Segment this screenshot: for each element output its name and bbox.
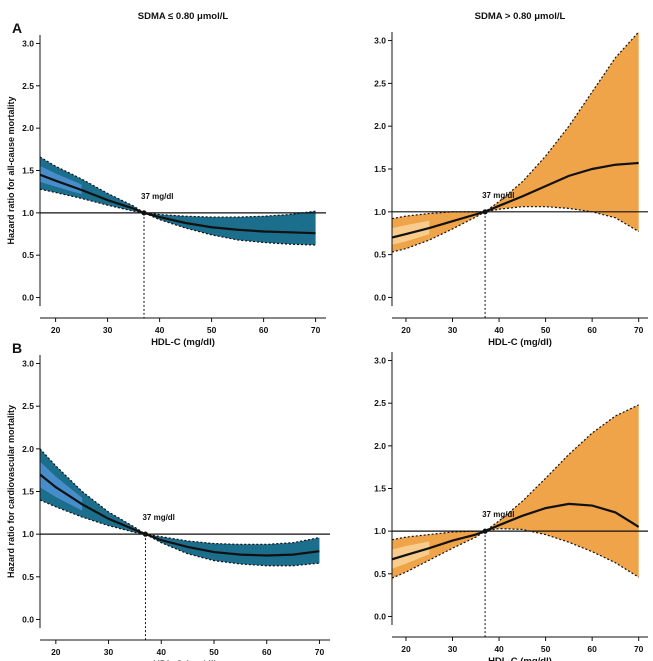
y-tick-label: 1.5	[22, 166, 34, 176]
x-tick-label: 20	[51, 325, 61, 335]
threshold-annotation: 37 mg/dl	[141, 192, 173, 201]
estimate-line	[40, 173, 316, 235]
y-tick-label: 0.0	[374, 292, 386, 302]
estimate-line	[40, 473, 320, 557]
x-tick-label: 20	[51, 647, 61, 657]
chart-panel-4: 37 mg/dl 0.0 0.5 1.0 1.5 2.0 2.5 3.0 20 30 40 50 60 7…	[374, 352, 648, 661]
chart-panel-3: 37 mg/dl 0.0 0.5 1.0 1.5 2.0 2.5 3.0 20 30 40 50 60 7…	[6, 340, 330, 661]
band-highlight	[392, 541, 430, 569]
lower-ci-line	[392, 527, 640, 579]
y-tick-label: 2.0	[374, 121, 386, 131]
chart-panel-2: 37 mg/dl 0.0 0.5 1.0 1.5 2.0 2.5 3.0 20 30 40 50 60 7…	[374, 11, 648, 348]
y-tick-label: 3.0	[22, 38, 34, 48]
threshold-annotation: 37 mg/dl	[482, 510, 514, 519]
y-tick-label: 3.0	[374, 356, 386, 366]
upper-ci-line	[392, 404, 639, 541]
x-tick-label: 20	[401, 644, 411, 654]
x-tick-label: 70	[634, 325, 644, 335]
threshold-point	[482, 209, 488, 215]
x-tick-label: 70	[634, 644, 644, 654]
y-axis-label: Hazard ratio for cardiovascular mortalit…	[6, 405, 16, 578]
x-tick-label: 40	[157, 647, 167, 657]
threshold-point	[482, 528, 488, 534]
y-tick-label: 1.0	[22, 208, 34, 218]
upper-ci-line	[40, 448, 320, 545]
panel-label: B	[12, 340, 22, 356]
x-tick-label: 60	[587, 644, 597, 654]
x-tick-label: 30	[104, 647, 114, 657]
x-tick-label: 60	[259, 325, 269, 335]
x-tick-label: 40	[155, 325, 165, 335]
y-tick-label: 2.5	[22, 401, 34, 411]
upper-ci-line	[392, 31, 640, 220]
y-tick-label: 1.0	[374, 207, 386, 217]
lower-ci-line	[40, 499, 320, 567]
y-tick-label: 2.5	[374, 78, 386, 88]
x-tick-label: 40	[494, 325, 504, 335]
x-tick-label: 70	[315, 647, 325, 657]
y-tick-label: 2.0	[22, 444, 34, 454]
y-tick-label: 1.5	[374, 484, 386, 494]
x-tick-label: 30	[448, 644, 458, 654]
y-tick-label: 3.0	[22, 359, 34, 369]
y-tick-label: 2.5	[374, 398, 386, 408]
y-tick-label: 1.5	[374, 164, 386, 174]
y-tick-label: 3.0	[374, 36, 386, 46]
estimate-line	[392, 161, 639, 239]
y-tick-label: 2.5	[22, 81, 34, 91]
x-axis-label: HDL-C (mg/dl)	[488, 656, 552, 661]
y-tick-label: 0.5	[22, 572, 34, 582]
threshold-annotation: 37 mg/dl	[482, 191, 514, 200]
x-axis-label: HDL-C (mg/dl)	[153, 659, 217, 661]
y-tick-label: 1.5	[22, 487, 34, 497]
upper-ci-line	[40, 156, 316, 218]
x-tick-label: 60	[262, 647, 272, 657]
chart-panel-1: 37 mg/dl 0.0 0.5 1.0 1.5 2.0 2.5 3.0 20 30 40 50 60 7…	[6, 11, 326, 348]
x-tick-label: 50	[207, 325, 217, 335]
y-axis-label: Hazard ratio for all-cause mortality	[6, 96, 16, 244]
confidence-band	[392, 32, 639, 253]
x-tick-label: 30	[448, 325, 458, 335]
x-tick-label: 30	[103, 325, 113, 335]
y-tick-label: 2.0	[22, 123, 34, 133]
confidence-band	[392, 404, 639, 579]
x-tick-label: 70	[311, 325, 321, 335]
x-tick-label: 50	[209, 647, 219, 657]
x-tick-label: 50	[541, 325, 551, 335]
column-title: SDMA > 0.80 μmol/L	[475, 11, 566, 22]
column-title: SDMA ≤ 0.80 μmol/L	[138, 11, 229, 22]
estimate-line	[392, 502, 640, 561]
y-tick-label: 0.5	[374, 250, 386, 260]
x-tick-label: 60	[587, 325, 597, 335]
y-tick-label: 0.5	[22, 250, 34, 260]
threshold-annotation: 37 mg/dl	[142, 513, 174, 522]
y-tick-label: 1.0	[22, 529, 34, 539]
x-tick-label: 40	[494, 644, 504, 654]
y-tick-label: 0.0	[22, 614, 34, 624]
x-tick-label: 50	[541, 644, 551, 654]
threshold-point	[142, 531, 149, 537]
y-tick-label: 0.0	[22, 293, 34, 303]
y-tick-label: 0.5	[374, 569, 386, 579]
confidence-band	[40, 156, 316, 246]
x-tick-label: 20	[401, 325, 411, 335]
panel-label: A	[12, 20, 22, 36]
x-axis-label: HDL-C (mg/dl)	[488, 337, 552, 348]
threshold-point	[141, 210, 147, 216]
y-tick-label: 2.0	[374, 441, 386, 451]
x-axis-label: HDL-C (mg/dl)	[151, 337, 215, 348]
y-tick-label: 1.0	[374, 526, 386, 536]
y-tick-label: 0.0	[374, 611, 386, 621]
